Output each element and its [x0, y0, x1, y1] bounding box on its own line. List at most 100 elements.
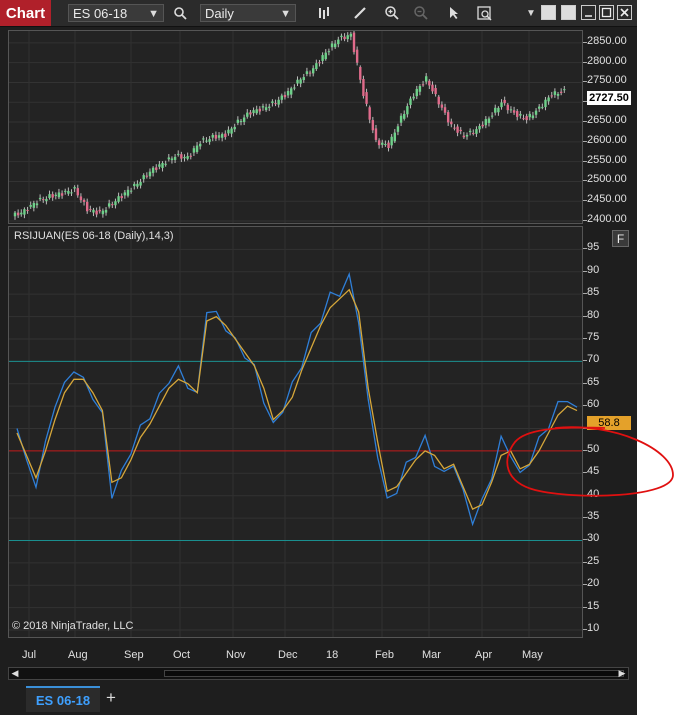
bar-type-icon[interactable]	[314, 3, 334, 23]
maximize-icon[interactable]	[599, 5, 614, 20]
candle-body	[556, 93, 560, 96]
indicator-axis-label: 20	[587, 577, 600, 590]
candle-body	[399, 115, 403, 123]
axis-tick	[583, 606, 587, 608]
candle-body	[415, 88, 418, 97]
candle-body	[214, 134, 218, 139]
candle-body	[32, 202, 36, 208]
candle-body	[544, 99, 547, 108]
candle-body	[198, 143, 202, 147]
candle-body	[525, 116, 528, 121]
search-icon[interactable]	[170, 3, 190, 23]
axis-tick	[583, 360, 587, 362]
candle-body	[195, 145, 199, 152]
scroll-left-icon[interactable]: ◀	[11, 668, 19, 678]
axis-tick	[583, 121, 587, 123]
scroll-right-icon[interactable]: ▶	[618, 668, 626, 678]
candle-body	[274, 103, 277, 105]
price-axis-label: 2450.00	[587, 193, 627, 206]
rsi-chart[interactable]	[9, 227, 582, 637]
candle-body	[114, 201, 117, 206]
candle-body	[202, 138, 205, 140]
candle-body	[264, 107, 268, 111]
zoom-out-icon[interactable]	[411, 3, 431, 23]
chart-title-tab[interactable]: Chart	[0, 0, 51, 26]
candle-body	[308, 72, 312, 74]
menu-chevron-icon[interactable]: ▼	[526, 7, 536, 19]
tab-bar: ES 06-18 +	[0, 682, 637, 715]
f-button[interactable]: F	[612, 230, 629, 247]
indicator-axis-label: 85	[587, 286, 600, 299]
candle-body	[362, 79, 365, 96]
price-axis-label: 2750.00	[587, 74, 627, 87]
candle-body	[258, 108, 262, 112]
candle-body	[280, 95, 284, 100]
candle-body	[318, 62, 321, 64]
scroll-thumb[interactable]	[164, 670, 624, 677]
axis-tick	[583, 180, 587, 182]
horizontal-scrollbar[interactable]: ◀ ▶	[8, 667, 629, 680]
candle-body	[424, 76, 428, 82]
candle-body	[142, 175, 145, 180]
candle-body	[45, 198, 48, 202]
candle-body	[519, 113, 522, 116]
pointer-icon[interactable]	[444, 3, 464, 23]
minimize-icon[interactable]	[581, 5, 596, 20]
candle-body	[217, 135, 221, 138]
candle-body	[101, 210, 105, 215]
candle-body	[343, 36, 346, 40]
candle-body	[440, 104, 444, 108]
panel-toggle-icon[interactable]	[541, 5, 556, 20]
panel-toggle-icon[interactable]	[561, 5, 576, 20]
candle-body	[365, 92, 368, 104]
axis-tick	[583, 405, 587, 407]
axis-tick	[583, 472, 587, 474]
candle-body	[352, 32, 356, 53]
instrument-selector[interactable]: ES 06-18 ▼	[68, 4, 164, 22]
interval-selector[interactable]: Daily ▼	[200, 4, 296, 22]
candle-body	[239, 121, 243, 123]
candle-body	[79, 196, 83, 201]
axis-tick	[583, 449, 587, 451]
indicator-axis-label: 25	[587, 554, 600, 567]
x-axis-label: May	[522, 649, 543, 661]
toolbar: Chart ES 06-18 ▼ Daily ▼ ▼	[0, 0, 637, 27]
candle-body	[403, 114, 406, 119]
axis-tick	[583, 200, 587, 202]
close-icon[interactable]	[617, 5, 632, 20]
zoom-in-icon[interactable]	[382, 3, 402, 23]
axis-tick	[583, 315, 587, 317]
price-panel[interactable]	[8, 29, 583, 224]
indicator-axis-label: 80	[587, 308, 600, 321]
axis-tick	[583, 220, 587, 222]
chevron-down-icon: ▼	[280, 8, 291, 20]
data-box-icon[interactable]	[474, 3, 494, 23]
indicator-panel[interactable]	[8, 226, 583, 638]
tab-es-06-18[interactable]: ES 06-18	[26, 686, 100, 712]
add-tab-button[interactable]: +	[106, 688, 116, 707]
candle-body	[60, 193, 64, 196]
candle-body	[67, 190, 70, 194]
candle-body	[409, 98, 412, 105]
price-chart[interactable]	[9, 29, 582, 223]
candle-body	[453, 127, 456, 129]
pencil-icon[interactable]	[350, 3, 370, 23]
axis-tick	[583, 539, 587, 541]
candle-body	[92, 209, 95, 213]
candle-body	[148, 171, 152, 177]
candle-body	[531, 115, 535, 119]
candle-body	[23, 209, 26, 215]
price-axis[interactable]	[583, 30, 637, 224]
candle-body	[340, 35, 343, 38]
candle-body	[412, 96, 415, 99]
candle-body	[541, 107, 544, 109]
candle-body	[252, 110, 255, 114]
indicator-axis-label: 35	[587, 510, 600, 523]
candle-body	[189, 155, 192, 157]
candle-body	[490, 115, 494, 117]
candle-body	[406, 106, 409, 115]
axis-tick	[583, 160, 587, 162]
candle-body	[418, 86, 422, 92]
candle-body	[346, 35, 349, 40]
last-price-marker: 2727.50	[587, 91, 631, 105]
